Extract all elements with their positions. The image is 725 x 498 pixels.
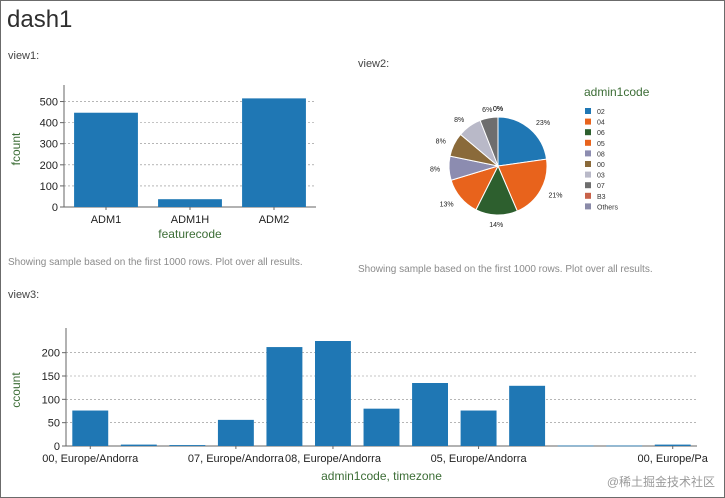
bar: [557, 445, 594, 447]
y-tick-label: 0: [54, 441, 60, 453]
bar: [72, 410, 109, 446]
legend-title: admin1code: [584, 85, 650, 99]
x-axis-label: featurecode: [158, 227, 222, 241]
pie-value-label: 6%: [482, 107, 492, 114]
y-tick-label: 200: [42, 348, 60, 360]
legend-swatch: [585, 182, 591, 189]
bar: [460, 410, 497, 446]
legend-item-label: 00: [597, 162, 605, 169]
x-tick-label: ADM2: [259, 214, 290, 226]
legend-item-label: 06: [597, 130, 605, 137]
legend-item-label: 07: [597, 183, 605, 190]
bar: [158, 199, 222, 207]
y-tick-label: 100: [42, 394, 60, 406]
x-tick-label: 00, Europe/Pa: [638, 453, 709, 465]
pie-slice: [497, 158, 548, 212]
pie-slice: [497, 116, 548, 167]
pie-slice: [479, 116, 499, 167]
x-tick-label: 00, Europe/Andorra: [42, 453, 139, 465]
bar: [266, 347, 303, 446]
legend-item-label: 05: [597, 141, 605, 148]
legend-item-label: 08: [597, 151, 605, 158]
y-tick-label: 150: [42, 371, 60, 383]
bar: [242, 98, 306, 207]
watermark: @稀土掘金技术社区: [606, 475, 715, 489]
pie-value-label: 23%: [536, 120, 550, 127]
y-tick-label: 100: [40, 181, 58, 193]
bar: [217, 419, 254, 446]
x-tick-label: 08, Europe/Andorra: [285, 453, 382, 465]
legend-swatch: [585, 161, 591, 167]
x-axis-label: admin1code, timezone: [321, 469, 442, 483]
view2-label: view2:: [358, 58, 390, 70]
y-axis-label: ccount: [9, 372, 23, 408]
bar: [363, 408, 400, 446]
pie-value-label: 0%: [493, 106, 503, 113]
legend-item-label: B3: [597, 194, 606, 201]
y-tick-label: 50: [48, 418, 60, 430]
bar: [120, 444, 157, 446]
y-tick-label: 500: [40, 97, 58, 109]
bar: [509, 385, 546, 446]
legend-swatch: [585, 108, 591, 114]
legend-swatch: [585, 203, 591, 210]
bar: [654, 444, 691, 446]
legend-swatch: [585, 171, 591, 178]
legend-swatch: [585, 150, 591, 157]
pie-value-label: 21%: [549, 192, 563, 199]
legend-item-label: 03: [597, 173, 605, 180]
bar: [606, 445, 643, 447]
bar: [169, 445, 206, 446]
bar: [412, 383, 448, 446]
x-tick-label: ADM1H: [171, 214, 210, 226]
legend-item-label: 02: [597, 109, 605, 116]
legend-swatch: [585, 129, 591, 136]
x-tick-label: 07, Europe/Andorra: [188, 453, 285, 465]
legend-swatch: [585, 192, 591, 199]
view1-label: view1:: [8, 50, 40, 62]
y-axis-label: fcount: [9, 132, 23, 165]
legend-item-label: 04: [597, 120, 605, 127]
view2-sample-note: Showing sample based on the first 1000 r…: [358, 264, 653, 275]
legend-swatch: [585, 139, 591, 146]
pie-value-label: 0%: [493, 106, 503, 113]
pie-value-label: 13%: [440, 201, 454, 208]
bar: [74, 112, 138, 207]
y-tick-label: 400: [40, 118, 58, 130]
pie-value-label: 14%: [489, 222, 503, 229]
y-tick-label: 200: [40, 160, 58, 172]
view3-label: view3:: [8, 289, 40, 301]
y-tick-label: 0: [52, 202, 58, 214]
view1-sample-note: Showing sample based on the first 1000 r…: [8, 257, 303, 268]
pie-value-label: 8%: [430, 167, 440, 174]
y-tick-label: 300: [40, 139, 58, 151]
dashboard-title: dash1: [7, 6, 73, 33]
x-tick-label: ADM1: [91, 214, 122, 226]
pie-value-label: 8%: [436, 139, 446, 146]
legend-item-label: Others: [597, 204, 619, 211]
pie-value-label: 8%: [454, 117, 464, 124]
legend-swatch: [585, 118, 591, 125]
bar: [315, 341, 351, 446]
x-tick-label: 05, Europe/Andorra: [431, 453, 528, 465]
